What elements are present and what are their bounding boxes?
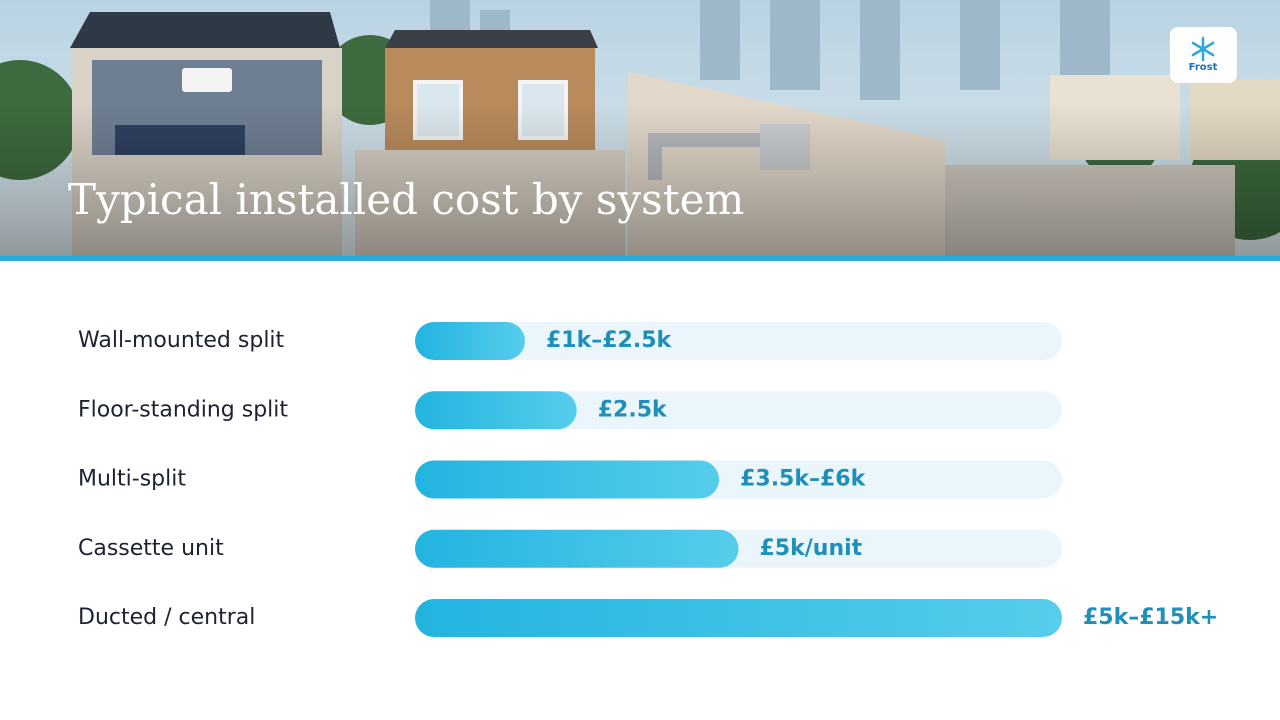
category-label: Multi-split xyxy=(78,467,186,492)
cost-label: £5k/unit xyxy=(760,536,863,561)
bar xyxy=(415,460,720,499)
cost-label: £3.5k–£6k xyxy=(740,467,867,492)
bar-track xyxy=(415,322,1062,360)
header-stripe xyxy=(0,256,1280,261)
logo: Frost xyxy=(1170,27,1237,83)
cost-label: £2.5k xyxy=(598,397,668,422)
bar xyxy=(415,599,1062,637)
category-label: Floor-standing split xyxy=(78,397,288,422)
bar xyxy=(415,322,525,360)
chart-title: Typical installed cost by system xyxy=(68,175,744,224)
brand-name: Frost xyxy=(1189,62,1218,73)
cost-label: £5k–£15k+ xyxy=(1083,605,1218,630)
bar xyxy=(415,391,577,430)
bar xyxy=(415,529,739,568)
cost-label: £1k–£2.5k xyxy=(546,328,673,353)
category-label: Cassette unit xyxy=(78,536,224,561)
category-label: Wall-mounted split xyxy=(78,328,285,353)
header-illustration xyxy=(0,0,1280,258)
category-label: Ducted / central xyxy=(78,605,255,630)
bar-track xyxy=(415,391,1062,430)
